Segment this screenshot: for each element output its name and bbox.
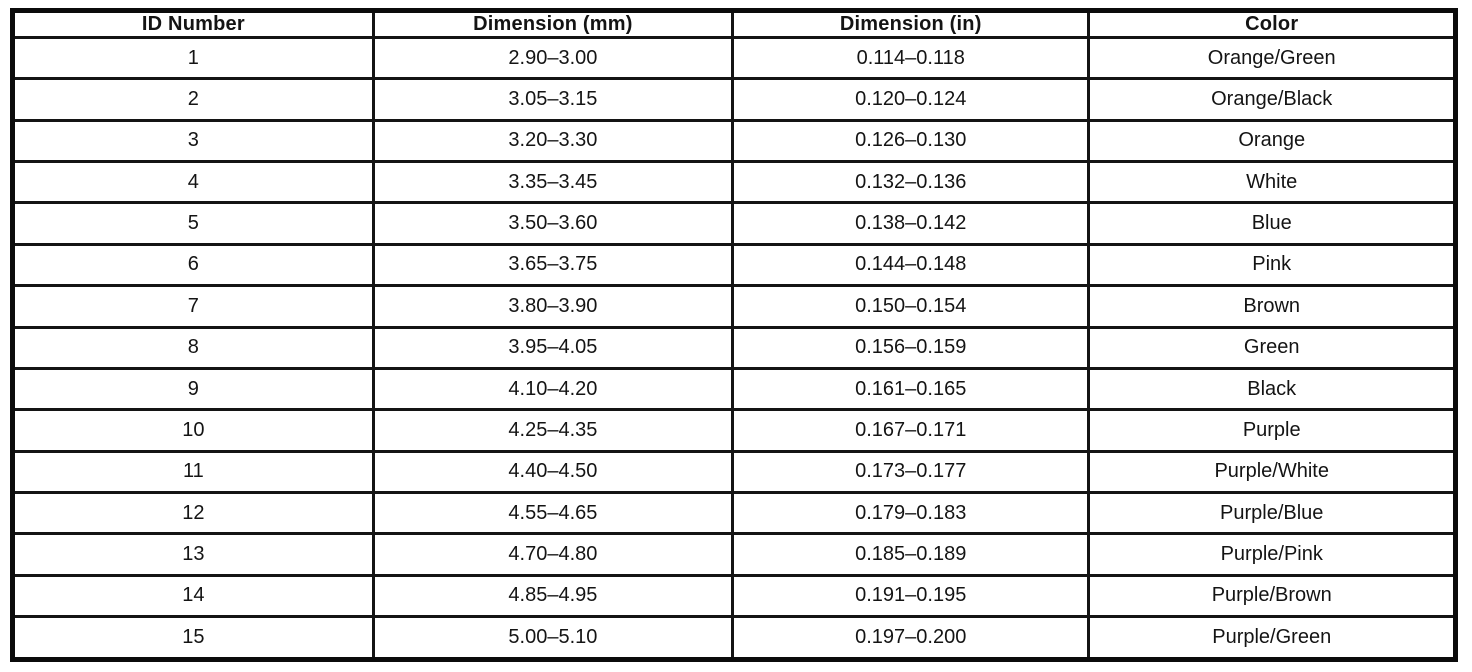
cell-id-number: 15 [11,615,375,661]
cell-dimension-in: 0.185–0.189 [731,532,1091,577]
cell-dimension-mm: 4.25–4.35 [371,408,735,453]
cell-dimension-in: 0.191–0.195 [731,573,1091,619]
cell-dimension-in: 0.114–0.118 [731,35,1091,81]
cell-id-number: 8 [11,325,375,370]
cell-dimension-mm: 3.20–3.30 [371,118,735,164]
table-row: 8 3.95–4.05 0.156–0.159 Green [11,325,1457,370]
cell-id-number: 13 [11,532,375,577]
cell-dimension-in: 0.150–0.154 [731,284,1091,329]
cell-dimension-mm: 4.70–4.80 [371,532,735,577]
cell-dimension-in: 0.197–0.200 [731,615,1091,661]
cell-id-number: 12 [11,490,375,536]
cell-id-number: 6 [11,242,375,288]
cell-color: Orange [1087,118,1457,164]
table-row: 15 5.00–5.10 0.197–0.200 Purple/Green [11,615,1457,661]
cell-color: Purple/Pink [1087,532,1457,577]
cell-color: Green [1087,325,1457,370]
table-row: 6 3.65–3.75 0.144–0.148 Pink [11,242,1457,288]
cell-id-number: 2 [11,77,375,122]
table-row: 2 3.05–3.15 0.120–0.124 Orange/Black [11,77,1457,122]
table-row: 11 4.40–4.50 0.173–0.177 Purple/White [11,449,1457,494]
cell-dimension-mm: 4.40–4.50 [371,449,735,494]
cell-id-number: 1 [11,35,375,81]
cell-dimension-in: 0.144–0.148 [731,242,1091,288]
cell-id-number: 10 [11,408,375,453]
cell-dimension-in: 0.179–0.183 [731,490,1091,536]
cell-color: Orange/Black [1087,77,1457,122]
cell-id-number: 14 [11,573,375,619]
column-header-color: Color [1087,9,1457,39]
table-header-row: ID Number Dimension (mm) Dimension (in) … [11,9,1457,39]
cell-color: Purple/White [1087,449,1457,494]
cell-dimension-mm: 4.85–4.95 [371,573,735,619]
cell-id-number: 5 [11,201,375,246]
cell-dimension-in: 0.138–0.142 [731,201,1091,246]
cell-color: Blue [1087,201,1457,246]
cell-dimension-mm: 3.80–3.90 [371,284,735,329]
cell-color: Orange/Green [1087,35,1457,81]
cell-dimension-in: 0.132–0.136 [731,160,1091,205]
cell-dimension-in: 0.173–0.177 [731,449,1091,494]
table-row: 1 2.90–3.00 0.114–0.118 Orange/Green [11,35,1457,81]
table-row: 9 4.10–4.20 0.161–0.165 Black [11,366,1457,412]
table-row: 12 4.55–4.65 0.179–0.183 Purple/Blue [11,490,1457,536]
cell-dimension-mm: 5.00–5.10 [371,615,735,661]
cell-dimension-mm: 3.65–3.75 [371,242,735,288]
cell-dimension-mm: 4.55–4.65 [371,490,735,536]
column-header-dimension-in: Dimension (in) [731,9,1091,39]
cell-id-number: 7 [11,284,375,329]
cell-id-number: 3 [11,118,375,164]
table-row: 10 4.25–4.35 0.167–0.171 Purple [11,408,1457,453]
cell-color: Pink [1087,242,1457,288]
cell-id-number: 11 [11,449,375,494]
cell-dimension-in: 0.120–0.124 [731,77,1091,122]
cell-id-number: 9 [11,366,375,412]
cell-color: Purple/Brown [1087,573,1457,619]
table-row: 7 3.80–3.90 0.150–0.154 Brown [11,284,1457,329]
cell-dimension-mm: 3.50–3.60 [371,201,735,246]
cell-id-number: 4 [11,160,375,205]
cell-dimension-mm: 2.90–3.00 [371,35,735,81]
table-row: 4 3.35–3.45 0.132–0.136 White [11,160,1457,205]
cell-dimension-mm: 3.05–3.15 [371,77,735,122]
cell-dimension-mm: 4.10–4.20 [371,366,735,412]
column-header-id-number: ID Number [11,9,375,39]
table-row: 13 4.70–4.80 0.185–0.189 Purple/Pink [11,532,1457,577]
cell-color: White [1087,160,1457,205]
table-row: 5 3.50–3.60 0.138–0.142 Blue [11,201,1457,246]
table-body: 1 2.90–3.00 0.114–0.118 Orange/Green 2 3.05–3… [11,35,1457,661]
cell-dimension-in: 0.167–0.171 [731,408,1091,453]
cell-dimension-mm: 3.35–3.45 [371,160,735,205]
cell-color: Purple/Green [1087,615,1457,661]
cell-dimension-in: 0.156–0.159 [731,325,1091,370]
cell-color: Black [1087,366,1457,412]
cell-color: Purple [1087,408,1457,453]
cell-dimension-mm: 3.95–4.05 [371,325,735,370]
cell-dimension-in: 0.126–0.130 [731,118,1091,164]
table-row: 14 4.85–4.95 0.191–0.195 Purple/Brown [11,573,1457,619]
column-header-dimension-mm: Dimension (mm) [371,9,735,39]
cell-color: Brown [1087,284,1457,329]
table-row: 3 3.20–3.30 0.126–0.130 Orange [11,118,1457,164]
cell-dimension-in: 0.161–0.165 [731,366,1091,412]
cell-color: Purple/Blue [1087,490,1457,536]
dimension-color-table: ID Number Dimension (mm) Dimension (in) … [10,8,1458,662]
